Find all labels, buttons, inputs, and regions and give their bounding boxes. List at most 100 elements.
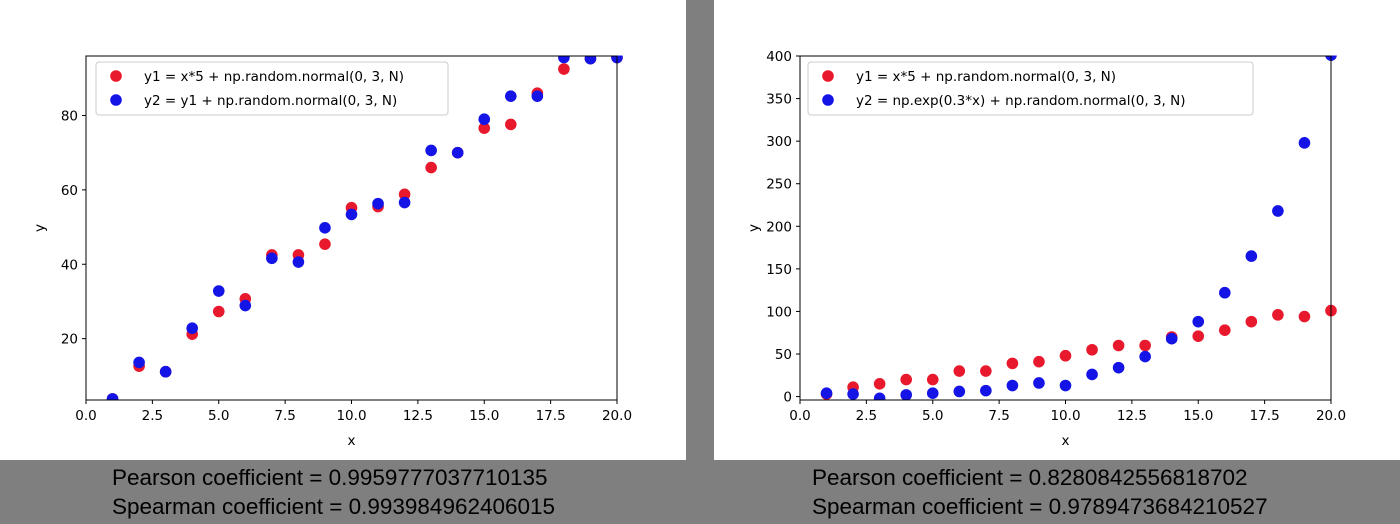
right-y-tick-label: 0 (783, 390, 792, 406)
left-series-2-point (451, 146, 464, 159)
left-legend: y1 = x*5 + np.random.normal(0, 3, N) y2 =… (95, 61, 449, 116)
left-series-1-point (505, 118, 517, 131)
plot-mask (0, 400, 686, 460)
left-series-1-point (558, 63, 570, 75)
right-series-2-point (1165, 332, 1178, 345)
right-series-2-point (900, 389, 912, 401)
plot-mask (714, 400, 1400, 460)
left-series-1-point (398, 188, 411, 201)
left-series-2-point (239, 299, 252, 312)
right-series-2 (820, 49, 1337, 405)
right-series-1-point (1006, 357, 1019, 370)
right-x-tick-label: 10.0 (1050, 408, 1080, 424)
right-series-2-point (1272, 205, 1284, 217)
left-y-tick-label: 40 (61, 257, 78, 273)
right-series-1-point (926, 373, 939, 386)
right-legend-box (807, 61, 1254, 116)
left-series-2-point (372, 197, 384, 210)
left-series-2-point (505, 90, 517, 102)
right-series-2-point (847, 388, 859, 400)
left-legend-label-1: y1 = x*5 + np.random.normal(0, 3, N) (144, 69, 404, 85)
right-series-2-point (1006, 379, 1019, 392)
right-series-2-point (820, 387, 833, 399)
right-x-tick-label: 5.0 (922, 408, 943, 424)
right-series-2-point (1245, 250, 1258, 262)
right-series-1-point (1139, 339, 1151, 352)
right-x-axis-label: x (1062, 433, 1070, 449)
right-x-tick-label: 17.5 (1250, 408, 1280, 424)
right-series-2-point (1298, 137, 1311, 149)
left-x-axis-label: x (348, 433, 356, 449)
left-series-2-point (266, 252, 278, 265)
left-series-2-point (478, 113, 491, 126)
right-x-tick-label: 20.0 (1316, 408, 1346, 424)
right-y-axis-label: y (746, 224, 762, 232)
left-series-2-point (425, 144, 437, 157)
left-series-2-point (398, 196, 411, 209)
left-legend-marker-1 (110, 70, 122, 82)
left-series-2-point (531, 90, 544, 102)
left-legend-label-2: y2 = y1 + np.random.normal(0, 3, N) (144, 93, 397, 109)
right-series-1-point (1245, 315, 1258, 328)
right-y-tick-label: 400 (766, 49, 792, 65)
right-series-2-point (1192, 315, 1205, 328)
left-spearman-label: Spearman coefficient = 0.993984962406015 (112, 494, 556, 519)
right-series-2-point (1219, 286, 1231, 299)
left-y-tick-label: 20 (61, 332, 78, 348)
right-series-2-point (926, 387, 939, 399)
left-series-2-point (212, 285, 225, 297)
right-series-1-point (873, 378, 886, 390)
left-y-tick-label: 60 (61, 183, 78, 199)
left-series-1-point (478, 122, 491, 134)
right-series-1-point (1112, 339, 1125, 352)
left-x-tick-label: 7.5 (274, 408, 295, 424)
left-x-tick-label: 17.5 (536, 408, 566, 424)
right-legend-marker-2 (822, 94, 834, 106)
left-chart-panel: 0.0 2.5 5.0 7.5 10.0 12.5 15.0 17.5 20.0 20 40 60 80… (0, 0, 686, 460)
right-series-2-point (953, 385, 966, 398)
right-x-tick-label: 7.5 (988, 408, 1009, 424)
right-series-1-point (1086, 343, 1098, 356)
left-series-2-point (133, 356, 145, 369)
right-series-1-point (1298, 310, 1311, 323)
right-y-tick-label: 200 (766, 219, 792, 235)
left-legend-box (95, 61, 449, 116)
right-series-1-point (1059, 349, 1072, 362)
right-series-2-point (1059, 379, 1072, 392)
right-series-1-point (953, 365, 966, 377)
right-chart-panel: 0.0 2.5 5.0 7.5 10.0 12.5 15.0 17.5 20.0 0 50 100 15… (714, 0, 1400, 460)
right-x-tick-label: 15.0 (1183, 408, 1213, 424)
right-legend-label-1: y1 = x*5 + np.random.normal(0, 3, N) (856, 69, 1116, 85)
left-series-2-point (186, 322, 198, 335)
left-legend-marker-2 (110, 94, 122, 106)
right-legend-marker-1 (822, 70, 834, 82)
right-series-2-point (1139, 350, 1151, 363)
right-scatter-chart: 0.0 2.5 5.0 7.5 10.0 12.5 15.0 17.5 20.0 0 50 100 15… (714, 0, 1400, 460)
right-coefficients: Pearson coefficient = 0.8280842556818702… (714, 460, 1400, 524)
left-y-axis-label: y (32, 224, 48, 232)
left-x-tick-label: 20.0 (602, 408, 632, 424)
right-y-tick-label: 250 (766, 177, 792, 193)
left-series-1-point (425, 161, 437, 174)
right-y-tick-label: 300 (766, 134, 792, 150)
left-x-tick-label: 5.0 (208, 408, 229, 424)
right-y-tick-label: 50 (775, 347, 792, 363)
right-y-tick-label: 100 (766, 304, 792, 320)
left-scatter-chart: 0.0 2.5 5.0 7.5 10.0 12.5 15.0 17.5 20.0 20 40 60 80… (0, 0, 686, 460)
right-series-2-point (1112, 361, 1125, 374)
left-series-2-point (159, 365, 172, 378)
right-series-1-point (1033, 355, 1045, 368)
left-series-2 (106, 51, 623, 405)
right-x-tick-label: 2.5 (856, 408, 877, 424)
right-legend: y1 = x*5 + np.random.normal(0, 3, N) y2 =… (807, 61, 1254, 116)
right-series-1-point (900, 373, 912, 386)
right-y-tick-label: 150 (766, 262, 792, 278)
right-series-1-point (980, 365, 992, 377)
left-y-tick-label: 80 (61, 109, 78, 125)
right-series-2-point (980, 384, 992, 397)
left-series-1-point (212, 305, 225, 318)
right-spearman-label: Spearman coefficient = 0.978947368421052… (812, 494, 1268, 519)
left-x-tick-label: 10.0 (336, 408, 366, 424)
right-x-tick-label: 12.5 (1117, 408, 1147, 424)
right-legend-label-2: y2 = np.exp(0.3*x) + np.random.normal(0,… (856, 93, 1186, 109)
